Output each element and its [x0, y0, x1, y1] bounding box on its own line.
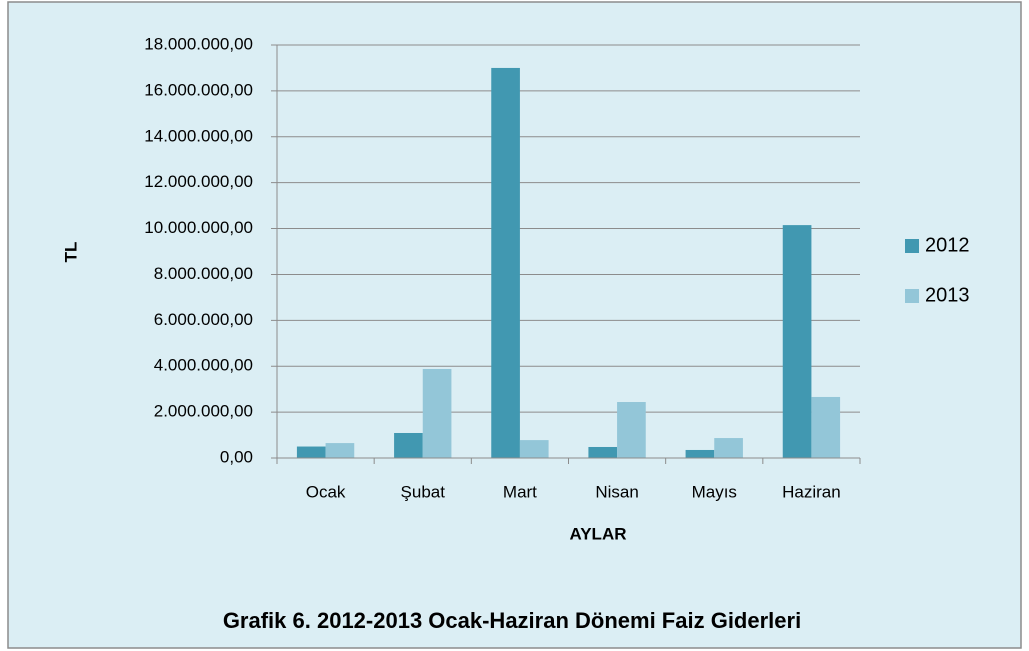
bar — [422, 368, 452, 458]
chart-title: Grafik 6. 2012-2013 Ocak-Haziran Dönemi … — [223, 608, 801, 633]
x-tick-label: Şubat — [401, 482, 446, 501]
x-axis-label: AYLAR — [570, 524, 627, 543]
y-tick-label: 0,00 — [220, 447, 253, 466]
legend-label: 2012 — [925, 234, 970, 256]
x-tick-label: Ocak — [306, 482, 346, 501]
bar — [617, 402, 646, 458]
y-axis-label: TL — [61, 242, 80, 263]
bar — [782, 225, 812, 458]
bar — [519, 440, 549, 458]
legend-swatch — [905, 289, 919, 303]
y-tick-label: 6.000.000,00 — [154, 310, 253, 329]
legend-swatch — [905, 239, 919, 253]
x-tick-label: Mayıs — [692, 482, 737, 501]
legend-label: 2013 — [925, 284, 970, 306]
bar — [394, 432, 423, 458]
y-tick-label: 12.000.000,00 — [144, 172, 253, 191]
y-tick-label: 8.000.000,00 — [154, 264, 253, 283]
x-tick-label: Haziran — [782, 482, 841, 501]
bar — [811, 396, 841, 458]
x-tick-label: Nisan — [595, 482, 638, 501]
bar — [714, 438, 743, 458]
y-tick-label: 2.000.000,00 — [154, 402, 253, 421]
y-tick-label: 18.000.000,00 — [144, 34, 253, 53]
x-tick-label: Mart — [503, 482, 537, 501]
y-tick-label: 4.000.000,00 — [154, 356, 253, 375]
bar — [325, 443, 355, 458]
bar — [491, 67, 520, 458]
bar — [296, 446, 326, 458]
bar — [588, 446, 618, 458]
bar — [685, 449, 715, 458]
y-tick-label: 14.000.000,00 — [144, 126, 253, 145]
y-tick-label: 16.000.000,00 — [144, 80, 253, 99]
y-tick-label: 10.000.000,00 — [144, 218, 253, 237]
